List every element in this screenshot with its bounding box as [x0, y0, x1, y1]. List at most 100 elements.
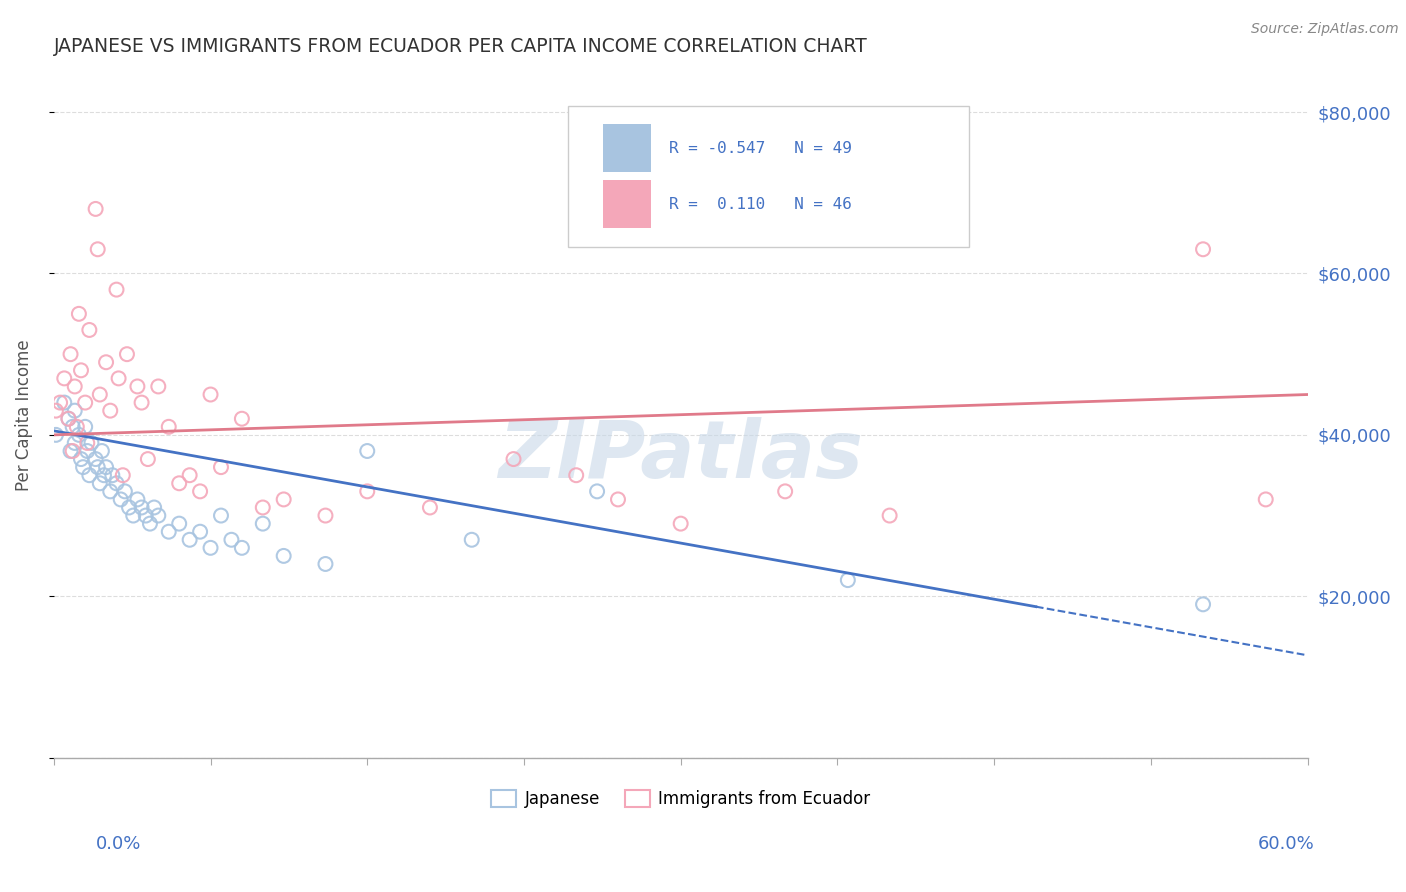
Point	[231, 411, 253, 425]
Point	[127, 492, 149, 507]
Text: R =  0.110   N = 46: R = 0.110 N = 46	[669, 197, 852, 211]
Point	[118, 500, 141, 515]
Point	[101, 468, 124, 483]
Point	[565, 468, 588, 483]
Point	[45, 403, 67, 417]
Point	[1254, 492, 1277, 507]
Point	[837, 573, 859, 587]
Point	[136, 452, 159, 467]
Point	[58, 411, 80, 425]
Point	[63, 379, 86, 393]
Point	[86, 242, 108, 256]
Point	[53, 371, 76, 385]
Point	[79, 323, 101, 337]
Point	[94, 460, 117, 475]
Point	[67, 428, 90, 442]
Point	[252, 500, 274, 515]
Point	[45, 428, 67, 442]
Text: Source: ZipAtlas.com: Source: ZipAtlas.com	[1251, 22, 1399, 37]
Text: ZIPatlas: ZIPatlas	[498, 417, 863, 495]
Point	[70, 363, 93, 377]
Point	[669, 516, 692, 531]
Point	[115, 347, 138, 361]
Point	[70, 452, 93, 467]
Point	[179, 468, 201, 483]
Point	[139, 516, 162, 531]
Point	[72, 460, 94, 475]
Point	[89, 476, 111, 491]
Point	[110, 492, 132, 507]
Point	[122, 508, 145, 523]
Point	[356, 444, 378, 458]
Point	[356, 484, 378, 499]
Point	[252, 516, 274, 531]
Bar	[603, 124, 651, 172]
Point	[84, 452, 107, 467]
Point	[63, 403, 86, 417]
Point	[111, 468, 134, 483]
Text: 60.0%: 60.0%	[1258, 835, 1315, 853]
Point	[314, 508, 336, 523]
FancyBboxPatch shape	[568, 106, 969, 247]
Point	[1192, 242, 1215, 256]
Point	[231, 541, 253, 555]
Point	[62, 419, 84, 434]
Point	[89, 387, 111, 401]
Point	[67, 307, 90, 321]
Point	[80, 436, 103, 450]
Point	[131, 395, 153, 409]
Point	[94, 355, 117, 369]
Point	[773, 484, 796, 499]
Point	[107, 371, 129, 385]
Text: R = -0.547   N = 49: R = -0.547 N = 49	[669, 141, 852, 156]
Point	[209, 508, 232, 523]
Point	[76, 436, 98, 450]
Point	[419, 500, 441, 515]
Point	[1192, 597, 1215, 611]
Text: 0.0%: 0.0%	[96, 835, 141, 853]
Point	[105, 476, 128, 491]
Point	[86, 460, 108, 475]
Point	[188, 524, 211, 539]
Point	[93, 468, 115, 483]
Point	[607, 492, 630, 507]
Point	[62, 444, 84, 458]
Point	[114, 484, 136, 499]
Point	[53, 395, 76, 409]
Point	[135, 508, 157, 523]
Point	[79, 468, 101, 483]
Point	[879, 508, 901, 523]
Point	[148, 508, 170, 523]
Point	[314, 557, 336, 571]
Point	[167, 516, 190, 531]
Point	[586, 484, 609, 499]
Point	[273, 549, 295, 563]
Point	[200, 387, 222, 401]
Point	[66, 419, 89, 434]
Point	[273, 492, 295, 507]
Point	[90, 444, 112, 458]
Point	[179, 533, 201, 547]
Point	[127, 379, 149, 393]
Point	[75, 419, 97, 434]
Point	[461, 533, 484, 547]
Point	[76, 444, 98, 458]
Point	[63, 436, 86, 450]
Point	[58, 411, 80, 425]
Point	[157, 524, 180, 539]
Point	[98, 403, 121, 417]
Point	[143, 500, 166, 515]
Point	[59, 444, 82, 458]
Point	[75, 395, 97, 409]
Point	[84, 202, 107, 216]
Point	[188, 484, 211, 499]
Point	[167, 476, 190, 491]
Point	[502, 452, 524, 467]
Legend: Japanese, Immigrants from Ecuador: Japanese, Immigrants from Ecuador	[485, 783, 877, 814]
Y-axis label: Per Capita Income: Per Capita Income	[15, 339, 32, 491]
Text: JAPANESE VS IMMIGRANTS FROM ECUADOR PER CAPITA INCOME CORRELATION CHART: JAPANESE VS IMMIGRANTS FROM ECUADOR PER …	[53, 37, 868, 56]
Point	[200, 541, 222, 555]
Point	[157, 419, 180, 434]
Point	[221, 533, 243, 547]
Point	[105, 283, 128, 297]
